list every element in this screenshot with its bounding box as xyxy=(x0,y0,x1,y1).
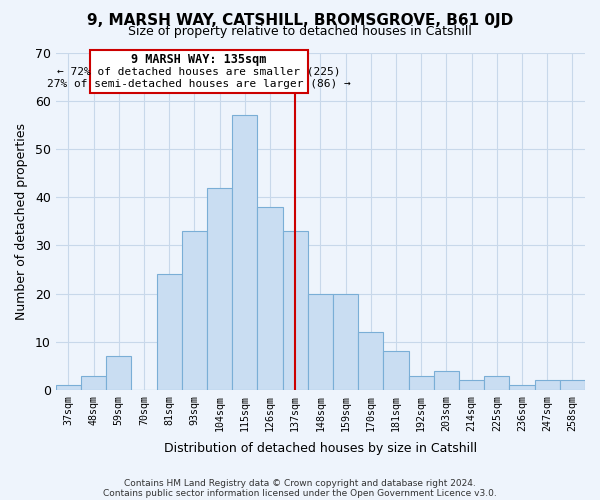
Text: ← 72% of detached houses are smaller (225): ← 72% of detached houses are smaller (22… xyxy=(57,66,341,76)
Bar xyxy=(333,294,358,390)
Bar xyxy=(56,385,81,390)
Bar xyxy=(358,332,383,390)
Bar xyxy=(383,352,409,390)
Bar xyxy=(232,115,257,390)
Text: Contains HM Land Registry data © Crown copyright and database right 2024.: Contains HM Land Registry data © Crown c… xyxy=(124,478,476,488)
Bar xyxy=(308,294,333,390)
Bar xyxy=(409,376,434,390)
Bar xyxy=(207,188,232,390)
Bar xyxy=(509,385,535,390)
Text: 27% of semi-detached houses are larger (86) →: 27% of semi-detached houses are larger (… xyxy=(47,79,350,89)
Bar xyxy=(182,231,207,390)
Text: Size of property relative to detached houses in Catshill: Size of property relative to detached ho… xyxy=(128,25,472,38)
FancyBboxPatch shape xyxy=(90,50,308,94)
Bar xyxy=(535,380,560,390)
Bar xyxy=(106,356,131,390)
Bar xyxy=(283,231,308,390)
Bar xyxy=(257,207,283,390)
Text: 9 MARSH WAY: 135sqm: 9 MARSH WAY: 135sqm xyxy=(131,54,266,66)
Text: Contains public sector information licensed under the Open Government Licence v3: Contains public sector information licen… xyxy=(103,488,497,498)
Bar xyxy=(484,376,509,390)
Bar xyxy=(81,376,106,390)
Text: 9, MARSH WAY, CATSHILL, BROMSGROVE, B61 0JD: 9, MARSH WAY, CATSHILL, BROMSGROVE, B61 … xyxy=(87,12,513,28)
Y-axis label: Number of detached properties: Number of detached properties xyxy=(15,123,28,320)
Bar xyxy=(434,370,459,390)
X-axis label: Distribution of detached houses by size in Catshill: Distribution of detached houses by size … xyxy=(164,442,477,455)
Bar xyxy=(157,274,182,390)
Bar xyxy=(560,380,585,390)
Bar xyxy=(459,380,484,390)
